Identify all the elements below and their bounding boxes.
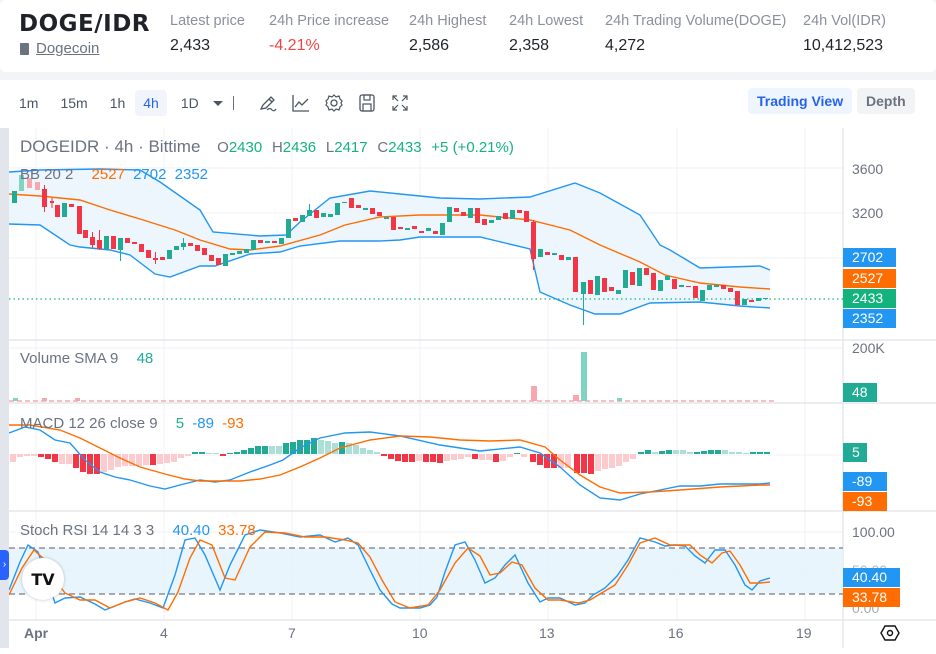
close-value: 2433 bbox=[388, 139, 422, 156]
stat-value: 2,586 bbox=[409, 37, 450, 54]
draw-icon[interactable] bbox=[257, 92, 279, 114]
stoch-k-tag: 40.40 bbox=[843, 568, 900, 587]
stat-label: Latest price bbox=[170, 13, 245, 29]
pair-title: DOGE/IDR bbox=[19, 11, 150, 37]
open-label: O bbox=[217, 139, 229, 156]
macd-histogram bbox=[10, 438, 770, 474]
indicator-icon[interactable] bbox=[290, 92, 312, 114]
interval-4h[interactable]: 4h bbox=[135, 90, 167, 116]
bb-mid-tag: 2527 bbox=[843, 269, 896, 288]
chart-toolbar: 1m 15m 1h 4h 1D bbox=[11, 90, 411, 116]
book-icon bbox=[20, 43, 29, 55]
trading-view-tab[interactable]: Trading View bbox=[748, 88, 853, 114]
expand-sidebar-button[interactable]: › bbox=[0, 550, 9, 580]
bb-mid-value: 2527 bbox=[91, 166, 125, 183]
candlesticks bbox=[12, 175, 768, 325]
volume-label: Volume SMA 9 bbox=[20, 350, 119, 367]
stat-value: 2,358 bbox=[509, 37, 550, 54]
interval-1d[interactable]: 1D bbox=[180, 95, 199, 111]
bb-lower-value: 2352 bbox=[174, 166, 209, 183]
bb-lower-tag: 2352 bbox=[843, 309, 896, 328]
stoch-label: Stoch RSI 14 14 3 3 bbox=[20, 522, 155, 539]
macd-legend: MACD 12 26 close 9 5 -89 -93 bbox=[20, 415, 248, 432]
volume-legend: Volume SMA 9 48 bbox=[20, 350, 157, 367]
high-label: H bbox=[271, 139, 283, 156]
coin-link-label: Dogecoin bbox=[36, 40, 100, 57]
dropdown-icon[interactable] bbox=[211, 92, 225, 114]
stat-24h-volume-doge: 24h Trading Volume(DOGE) 4,272 bbox=[605, 13, 786, 55]
x-axis-label: 16 bbox=[668, 625, 684, 641]
interval-1m[interactable]: 1m bbox=[19, 95, 39, 111]
macd-label: MACD 12 26 close 9 bbox=[20, 415, 158, 432]
close-label: C bbox=[377, 139, 389, 156]
stat-label: 24h Price increase bbox=[269, 13, 390, 29]
stat-value: 4,272 bbox=[605, 37, 646, 54]
bb-upper-tag: 2702 bbox=[843, 248, 896, 267]
chart-canvas[interactable] bbox=[9, 128, 936, 648]
tradingview-chart[interactable]: › TV DOGEIDR · 4h · Bittime O2430 H2436 … bbox=[0, 128, 936, 648]
stoch-d-tag: 33.78 bbox=[843, 588, 900, 607]
stoch-legend: Stoch RSI 14 14 3 3 40.40 33.78 bbox=[20, 522, 260, 539]
x-axis-label: Apr bbox=[24, 625, 49, 641]
change-value: +5 (+0.21%) bbox=[431, 139, 514, 156]
stat-24h-volume-idr: 24h Vol(IDR) 10,412,523 bbox=[803, 13, 886, 55]
toolbar-divider bbox=[232, 96, 234, 110]
bb-label: BB 20 2 bbox=[20, 166, 74, 183]
macd-signal-value: -93 bbox=[222, 415, 244, 432]
low-value: 2417 bbox=[334, 139, 368, 156]
stoch-k-value: 40.40 bbox=[172, 522, 210, 539]
x-axis-label: 19 bbox=[796, 625, 812, 641]
stat-label: 24h Trading Volume(DOGE) bbox=[605, 13, 787, 29]
macd-signal-tag: -93 bbox=[843, 492, 887, 511]
x-axis-label: 13 bbox=[539, 625, 555, 641]
x-axis-label: 10 bbox=[412, 625, 428, 641]
stat-24h-low: 24h Lowest 2,358 bbox=[509, 13, 583, 55]
stat-value: 10,412,523 bbox=[803, 37, 884, 54]
depth-tab[interactable]: Depth bbox=[857, 88, 915, 114]
interval-15m[interactable]: 15m bbox=[60, 95, 88, 111]
settings-icon[interactable] bbox=[323, 92, 345, 114]
interval-1h[interactable]: 1h bbox=[109, 95, 126, 111]
price-axis-label: 3200 bbox=[852, 205, 884, 221]
high-value: 2436 bbox=[282, 139, 317, 156]
macd-hist-value: 5 bbox=[175, 415, 185, 432]
last-price-tag: 2433 bbox=[843, 289, 896, 308]
x-axis-label: 4 bbox=[160, 625, 168, 641]
open-value: 2430 bbox=[228, 139, 263, 156]
stoch-d-value: 33.78 bbox=[218, 522, 256, 539]
volume-value: 48 bbox=[136, 350, 154, 367]
stat-value: -4.21% bbox=[269, 37, 320, 54]
stoch-axis-label: 100.00 bbox=[852, 524, 895, 540]
symbol-title: DOGEIDR · 4h · Bittime bbox=[20, 137, 201, 156]
macd-hist-tag: 5 bbox=[843, 443, 867, 462]
stat-label: 24h Highest bbox=[409, 13, 487, 29]
coin-link[interactable]: Dogecoin bbox=[20, 40, 100, 57]
macd-value: -89 bbox=[192, 415, 214, 432]
volume-tag: 48 bbox=[843, 383, 877, 402]
fullscreen-icon[interactable] bbox=[389, 92, 411, 114]
stat-label: 24h Lowest bbox=[509, 13, 584, 29]
market-header: DOGE/IDR Dogecoin Latest price 2,433 24h… bbox=[0, 0, 936, 72]
bb-upper-value: 2702 bbox=[133, 166, 167, 183]
stat-latest-price: Latest price 2,433 bbox=[170, 13, 245, 55]
price-axis-label: 3600 bbox=[852, 161, 884, 177]
low-label: L bbox=[325, 139, 335, 156]
stat-price-change: 24h Price increase -4.21% bbox=[269, 13, 389, 55]
macd-tag: -89 bbox=[843, 472, 887, 491]
bb-legend: BB 20 2 2527 2702 2352 bbox=[20, 166, 212, 183]
stat-label: 24h Vol(IDR) bbox=[803, 13, 887, 29]
stat-24h-high: 24h Highest 2,586 bbox=[409, 13, 486, 55]
chart-settings-icon[interactable] bbox=[880, 624, 900, 642]
chart-legend: DOGEIDR · 4h · Bittime O2430 H2436 L2417… bbox=[20, 137, 518, 157]
volume-bars bbox=[9, 352, 775, 402]
tradingview-logo[interactable]: TV bbox=[22, 558, 64, 600]
drawing-sidebar bbox=[0, 128, 9, 648]
stat-value: 2,433 bbox=[170, 37, 211, 54]
volume-axis-label: 200K bbox=[852, 340, 885, 356]
x-axis-label: 7 bbox=[288, 625, 296, 641]
save-icon[interactable] bbox=[356, 92, 378, 114]
